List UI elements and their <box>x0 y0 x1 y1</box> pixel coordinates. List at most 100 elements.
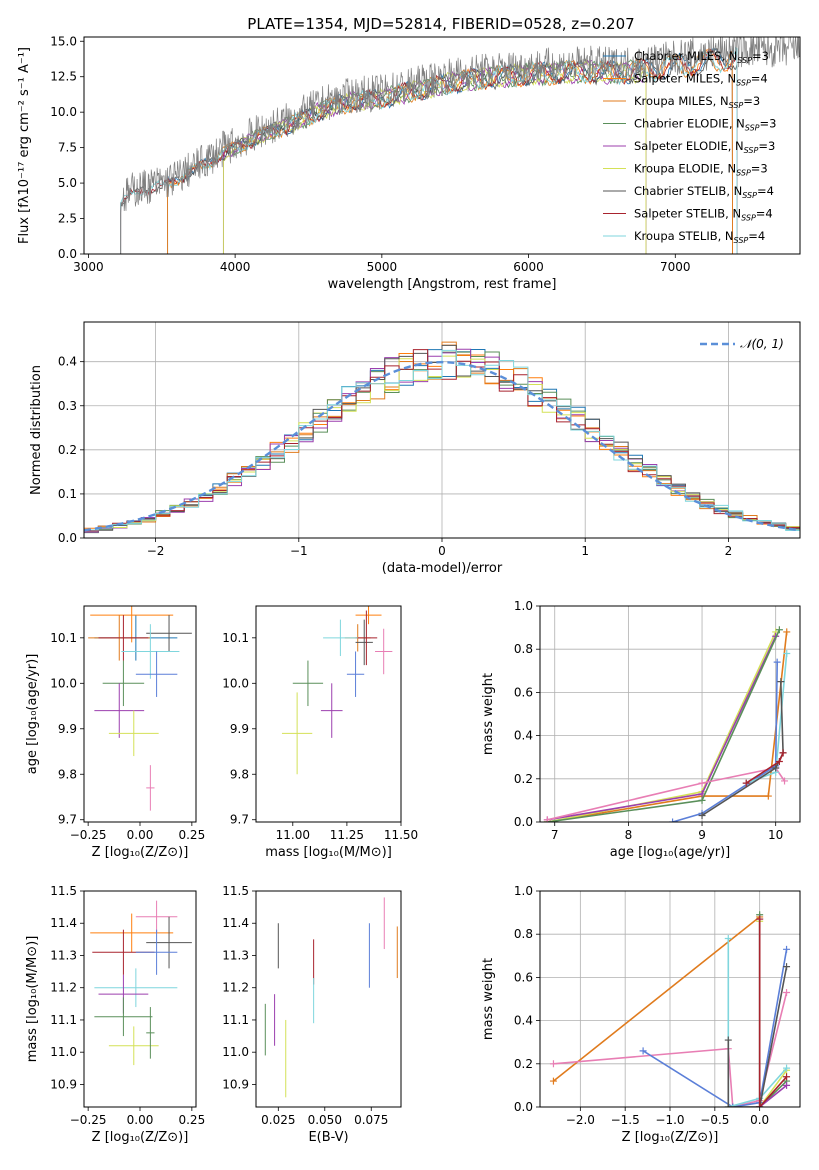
legend-tail: =3 <box>743 94 760 108</box>
x-tick-label: 6000 <box>513 260 544 274</box>
weight-line <box>727 938 788 1107</box>
y-tick-label: 0.2 <box>514 1057 533 1071</box>
legend-tail: =3 <box>760 117 777 131</box>
legend-tail: =3 <box>758 139 775 153</box>
x-tick-label: 0.25 <box>178 1113 205 1127</box>
data-point <box>90 913 174 953</box>
data-point <box>146 1007 155 1059</box>
legend-tail: =4 <box>751 72 768 86</box>
weight-marker <box>756 915 764 923</box>
plot-frame <box>255 605 402 823</box>
model-spectrum <box>222 59 647 254</box>
y-tick-label: 10.1 <box>222 631 249 645</box>
data-point <box>94 968 178 1008</box>
y-axis-label: Normed distribution <box>29 365 44 495</box>
plot-area <box>90 900 192 1066</box>
weight-marker <box>639 1047 647 1055</box>
weight-marker <box>543 816 551 822</box>
y-tick-label: 10.1 <box>50 631 77 645</box>
data-point <box>102 660 145 707</box>
legend-name: Salpeter STELIB, N <box>634 207 741 221</box>
legend-name: Salpeter MILES, N <box>634 72 736 86</box>
x-tick-label: −2 <box>147 544 165 558</box>
data-point <box>94 683 145 738</box>
x-tick-label: 0.0 <box>750 1113 769 1127</box>
x-tick-label: 7 <box>551 828 559 842</box>
legend-label: Chabrier MILES, NSSP=3 <box>634 49 769 65</box>
legend-label: Chabrier STELIB, NSSP=4 <box>634 184 774 200</box>
y-tick-label: 10.9 <box>222 1077 249 1091</box>
y-tick-label: 0.1 <box>58 487 77 501</box>
data-point <box>121 624 180 679</box>
y-tick-label: 9.9 <box>230 722 249 736</box>
weight-marker <box>698 812 706 820</box>
normal-curve <box>84 360 800 532</box>
y-tick-label: 10.9 <box>50 1077 77 1091</box>
y-tick-label: 9.7 <box>58 813 77 827</box>
plot-frame <box>83 605 197 823</box>
weight-marker <box>783 1064 791 1072</box>
weight-marker <box>549 1077 557 1085</box>
data-point <box>108 1026 159 1066</box>
model-spectrum <box>222 59 647 254</box>
weight-marker <box>783 628 791 636</box>
y-tick-label: 11.2 <box>222 981 249 995</box>
data-point <box>135 929 178 975</box>
legend-name: Kroupa MILES, N <box>634 94 729 108</box>
y-axis-label: age [log₁₀(age/yr)] <box>25 654 40 775</box>
plot-area <box>88 606 192 811</box>
x-tick-label: −0.25 <box>70 1113 107 1127</box>
weight-marker <box>669 818 677 822</box>
y-tick-label: 1.0 <box>514 884 533 898</box>
legend-tail: =3 <box>751 162 768 176</box>
weight-marker <box>777 678 785 686</box>
weight-line <box>642 949 788 1107</box>
data-point <box>346 651 365 697</box>
normal-legend-label: 𝒩(0, 1) <box>740 337 784 351</box>
x-tick-label: 0.050 <box>308 1113 342 1127</box>
x-tick-label: 10 <box>768 828 783 842</box>
plot-frame <box>255 890 402 1108</box>
data-point <box>146 916 192 969</box>
legend-label: Salpeter MILES, NSSP=4 <box>634 72 768 88</box>
data-point <box>355 610 378 666</box>
legend-sub: SSP <box>742 191 757 200</box>
data-point <box>292 660 324 707</box>
y-axis-label: mass weight <box>481 673 496 755</box>
y-tick-label: 11.0 <box>50 1045 77 1059</box>
x-tick-label: −0.5 <box>700 1113 729 1127</box>
legend-name: Chabrier MILES, N <box>634 49 737 63</box>
y-tick-label: 2.5 <box>58 212 77 226</box>
data-point <box>135 651 178 697</box>
legend-tail: =3 <box>752 49 769 63</box>
weight-marker <box>775 758 783 766</box>
x-tick-label: 0.00 <box>127 828 154 842</box>
x-tick-label: 0.075 <box>354 1113 388 1127</box>
weight-marker <box>783 1073 791 1081</box>
weight-marker <box>772 764 780 772</box>
legend-tail: =4 <box>748 229 765 243</box>
x-tick-label: 5000 <box>367 260 398 274</box>
weight-marker <box>781 777 789 785</box>
chart-mass-weight-vs-Z: −2.0 −1.5 −1.0 −0.5 0.0 0.0 0.2 0.4 0.6 0.8 1.0 Z [… <box>481 884 801 1145</box>
x-tick-label: −0.25 <box>70 828 107 842</box>
data-point <box>375 628 393 675</box>
y-tick-label: 0.6 <box>514 970 533 984</box>
weight-marker <box>783 989 791 997</box>
plot-area <box>549 911 791 1107</box>
weight-marker <box>698 779 706 787</box>
legend-sub: SSP <box>736 79 751 88</box>
weight-marker <box>783 945 791 953</box>
data-point <box>146 765 155 811</box>
y-tick-label: 1.0 <box>514 599 533 613</box>
y-tick-label: 5.0 <box>58 176 77 190</box>
data-point <box>94 997 153 1037</box>
y-tick-label: 0.8 <box>514 927 533 941</box>
plot-area <box>120 37 800 254</box>
x-axis-label: Z [log₁₀(Z/Z⊙)] <box>92 1130 189 1145</box>
plot-frame <box>539 605 801 823</box>
data-point <box>90 606 174 643</box>
x-tick-label: 0 <box>438 544 446 558</box>
y-tick-label: 0.0 <box>58 531 77 545</box>
